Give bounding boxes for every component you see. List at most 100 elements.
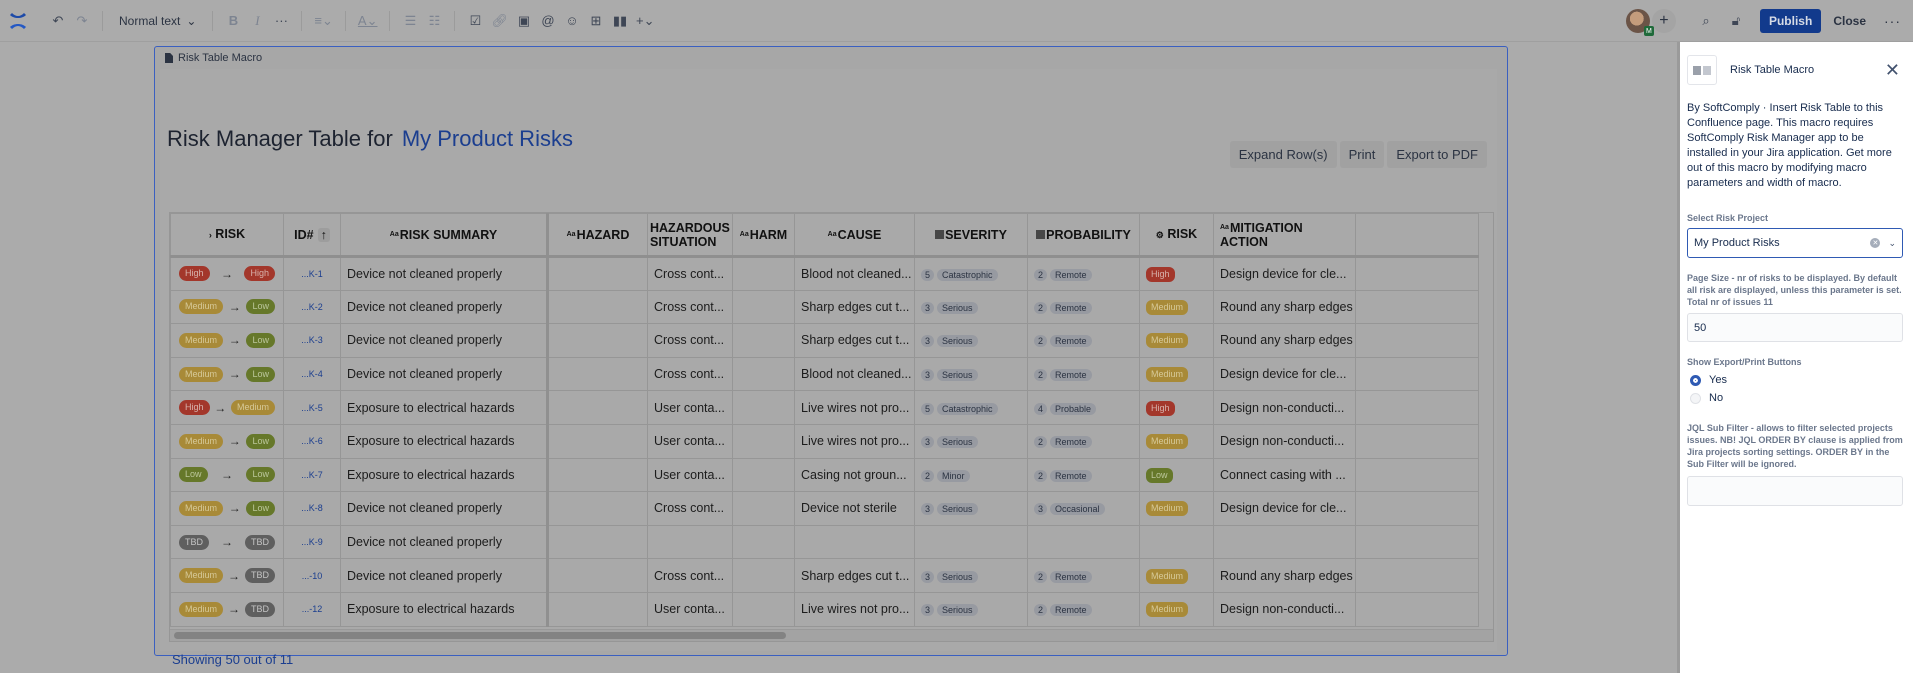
col-header-hazardous-situation[interactable]: HAZARDOUS SITUATION (647, 213, 733, 258)
probability-label: Remote (1050, 369, 1092, 382)
add-collaborator-icon[interactable]: + (1651, 9, 1676, 33)
publish-button[interactable]: Publish (1759, 9, 1822, 33)
redo-icon[interactable]: ↷ (76, 12, 88, 28)
risk-cell: High (1139, 390, 1214, 425)
text-color-icon[interactable]: A⌄ (357, 12, 378, 28)
expand-rows-button[interactable]: Expand Row(s) (1229, 141, 1337, 168)
table-row[interactable]: Medium → TBD ...-10 Device not cleaned p… (170, 558, 1479, 593)
table-row[interactable]: Medium → Low ...K-4 Device not cleaned p… (170, 356, 1479, 392)
table-row[interactable]: Medium → Low ...K-2 Device not cleaned p… (170, 289, 1479, 325)
chevron-down-icon[interactable]: ⌄ (1888, 237, 1896, 248)
layouts-icon[interactable]: ▮▮ (612, 12, 628, 28)
table-row[interactable]: Medium → Low ...K-8 Device not cleaned p… (170, 491, 1479, 526)
issue-id-link[interactable]: ...K-9 (283, 524, 341, 560)
mitigation-action-cell: Round any sharp edges (1213, 289, 1356, 325)
issue-id-link[interactable]: ...-10 (283, 558, 341, 593)
col-header-probability[interactable]: PROBABILITY (1027, 213, 1140, 258)
mention-icon[interactable]: @ (541, 13, 555, 28)
empty-cell (1355, 457, 1479, 493)
export-pdf-button[interactable]: Export to PDF (1387, 141, 1487, 168)
horizontal-scrollbar[interactable] (170, 629, 1493, 641)
residual-risk-badge: Medium (230, 400, 275, 416)
radio-unchecked-icon[interactable] (1690, 393, 1701, 404)
arrow-right-icon: → (221, 467, 233, 482)
table-row[interactable]: High → Medium ...K-5 Exposure to electri… (170, 390, 1479, 425)
col-header-risk-transition[interactable]: › RISK (170, 213, 284, 258)
harm-cell (732, 558, 795, 593)
col-header-harm[interactable]: AaHARM (732, 213, 795, 258)
clear-icon[interactable]: ✕ (1870, 238, 1881, 248)
search-icon[interactable]: ⌕ (1702, 13, 1710, 28)
undo-icon[interactable]: ↶ (52, 12, 64, 28)
probability-cell: 2 Remote (1027, 356, 1140, 392)
page-size-input[interactable] (1687, 313, 1903, 342)
emoji-icon[interactable]: ☺ (565, 13, 579, 28)
issue-id-link[interactable]: ...K-1 (283, 256, 341, 291)
hazard-cell (547, 457, 648, 493)
probability-cell: 2 Remote (1027, 457, 1140, 493)
table-row[interactable]: Medium → TBD ...-12 Exposure to electric… (170, 591, 1479, 627)
insert-plus-icon[interactable]: +⌄ (636, 12, 655, 28)
col-header-mitigation-action[interactable]: AaMITIGATION ACTION (1213, 213, 1356, 258)
col-header-risk[interactable]: ⚙ RISK (1139, 213, 1214, 258)
unlock-icon[interactable]: 🔓︎ (1731, 13, 1741, 28)
col-header-hazard[interactable]: AaHAZARD (547, 213, 648, 258)
issue-id-link[interactable]: ...K-8 (283, 491, 341, 526)
more-formatting-icon[interactable]: ··· (274, 13, 288, 28)
risk-summary-cell: Device not cleaned properly (340, 256, 549, 291)
issue-id-link[interactable]: ...-12 (283, 591, 341, 627)
table-row[interactable]: High → High ...K-1 Device not cleaned pr… (170, 256, 1479, 291)
text-field-icon: Aa (389, 230, 399, 238)
project-select-value: My Product Risks (1694, 236, 1780, 249)
avatar[interactable]: M (1625, 9, 1654, 36)
radio-no[interactable]: No (1690, 391, 1903, 406)
table-row[interactable]: TBD → TBD ...K-9 Device not cleaned prop… (170, 524, 1479, 560)
cause-cell: Sharp edges cut t... (794, 289, 915, 325)
residual-risk-badge: High (244, 266, 275, 282)
risk-transition-cell: High → High (170, 256, 284, 291)
col-header-risk-summary[interactable]: AaRISK SUMMARY (340, 213, 549, 258)
table-row[interactable]: Medium → Low ...K-3 Device not cleaned p… (170, 323, 1479, 358)
table-row[interactable]: Medium → Low ...K-6 Exposure to electric… (170, 423, 1479, 459)
table-icon[interactable]: ⊞ (590, 12, 602, 28)
radio-yes[interactable]: Yes (1690, 373, 1903, 388)
col-header-severity[interactable]: SEVERITY (914, 213, 1028, 258)
text-style-dropdown[interactable]: Normal text ⌄ (111, 14, 204, 28)
col-header-cause[interactable]: AaCAUSE (794, 213, 915, 258)
initial-risk-badge: Medium (179, 299, 224, 315)
issue-id-link[interactable]: ...K-6 (283, 423, 341, 459)
issue-id-link[interactable]: ...K-3 (283, 323, 341, 358)
mitigation-action-cell: Design device for cle... (1213, 256, 1356, 291)
bullet-list-icon[interactable]: ☰ (404, 12, 417, 28)
italic-icon[interactable]: I (255, 12, 260, 28)
issue-id-link[interactable]: ...K-4 (283, 356, 341, 392)
scrollbar-thumb[interactable] (174, 632, 786, 639)
align-icon[interactable]: ≡⌄ (314, 12, 333, 28)
jql-input[interactable] (1687, 476, 1903, 506)
more-actions-icon[interactable]: ··· (1884, 13, 1901, 29)
image-icon[interactable]: ▣ (517, 12, 531, 28)
bold-icon[interactable]: B (228, 13, 239, 28)
issue-id-link[interactable]: ...K-7 (283, 457, 341, 493)
probability-cell: 3 Occasional (1027, 491, 1140, 526)
issue-id-link[interactable]: ...K-5 (283, 390, 341, 425)
cause-cell: Live wires not pro... (794, 591, 915, 627)
issue-id-link[interactable]: ...K-2 (283, 289, 341, 325)
sort-ascending-icon[interactable]: ↑ (317, 227, 330, 242)
col-header-id[interactable]: ID# ↑ (283, 213, 341, 258)
action-item-icon[interactable]: ☑ (469, 12, 482, 28)
macro-frame[interactable]: Risk Table Macro Risk Manager Table for … (154, 46, 1508, 667)
empty-cell (1355, 256, 1479, 291)
close-button[interactable]: Close (1833, 14, 1866, 28)
confluence-logo-icon[interactable] (0, 0, 36, 42)
arrow-right-icon: → (228, 501, 241, 516)
text-field-icon: Aa (1220, 223, 1229, 231)
close-icon[interactable]: ✕ (1884, 59, 1900, 80)
radio-checked-icon[interactable] (1690, 375, 1701, 386)
print-button[interactable]: Print (1339, 141, 1385, 168)
numbered-list-icon[interactable]: ☷ (428, 12, 441, 28)
table-row[interactable]: Low → Low ...K-7 Exposure to electrical … (170, 457, 1479, 493)
link-icon[interactable]: 🔗︎ (491, 12, 508, 28)
risk-badge: Medium (1146, 367, 1189, 383)
project-select[interactable]: My Product Risks ✕ ⌄ (1687, 228, 1903, 258)
